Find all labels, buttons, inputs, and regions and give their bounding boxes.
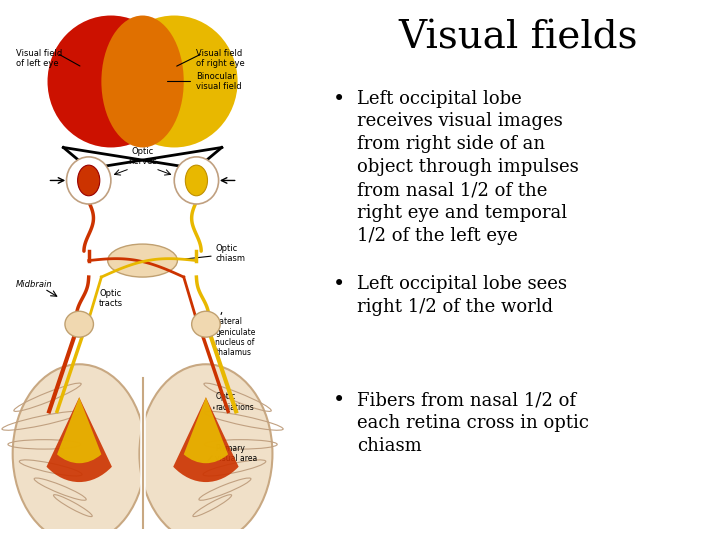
Text: Visual field
of left eye: Visual field of left eye	[16, 49, 62, 68]
Ellipse shape	[140, 364, 272, 540]
Ellipse shape	[48, 16, 174, 147]
Text: Left occipital lobe sees
right 1/2 of the world: Left occipital lobe sees right 1/2 of th…	[357, 275, 567, 316]
Text: •: •	[333, 275, 345, 294]
Wedge shape	[174, 397, 238, 482]
Ellipse shape	[111, 16, 238, 147]
Text: •: •	[333, 90, 345, 109]
Text: Visual fields: Visual fields	[399, 19, 638, 56]
Text: Visual field
of right eye: Visual field of right eye	[197, 49, 246, 68]
Text: Optic
tracts: Optic tracts	[99, 288, 123, 308]
Wedge shape	[184, 397, 228, 463]
Text: Optic
radiations: Optic radiations	[215, 392, 254, 411]
Ellipse shape	[108, 244, 177, 277]
Text: •: •	[333, 392, 345, 410]
Text: Optic
nerves: Optic nerves	[128, 147, 157, 166]
Ellipse shape	[13, 364, 145, 540]
Text: Primary
visual area: Primary visual area	[215, 444, 258, 463]
Ellipse shape	[78, 165, 100, 196]
Text: Left occipital lobe
receives visual images
from right side of an
object through : Left occipital lobe receives visual imag…	[357, 90, 579, 245]
Ellipse shape	[66, 157, 111, 204]
Ellipse shape	[102, 16, 184, 147]
Text: Binocular
visual field: Binocular visual field	[197, 72, 242, 91]
Wedge shape	[47, 397, 112, 482]
Text: Lateral
geniculate
nucleus of
thalamus: Lateral geniculate nucleus of thalamus	[215, 317, 256, 357]
Text: Optic
chiasm: Optic chiasm	[215, 244, 246, 263]
Ellipse shape	[192, 311, 220, 337]
Text: Fibers from nasal 1/2 of
each retina cross in optic
chiasm: Fibers from nasal 1/2 of each retina cro…	[357, 392, 589, 455]
Wedge shape	[57, 397, 102, 463]
Ellipse shape	[65, 311, 94, 337]
Text: Midbrain: Midbrain	[16, 280, 53, 289]
Ellipse shape	[174, 157, 219, 204]
Ellipse shape	[185, 165, 207, 196]
